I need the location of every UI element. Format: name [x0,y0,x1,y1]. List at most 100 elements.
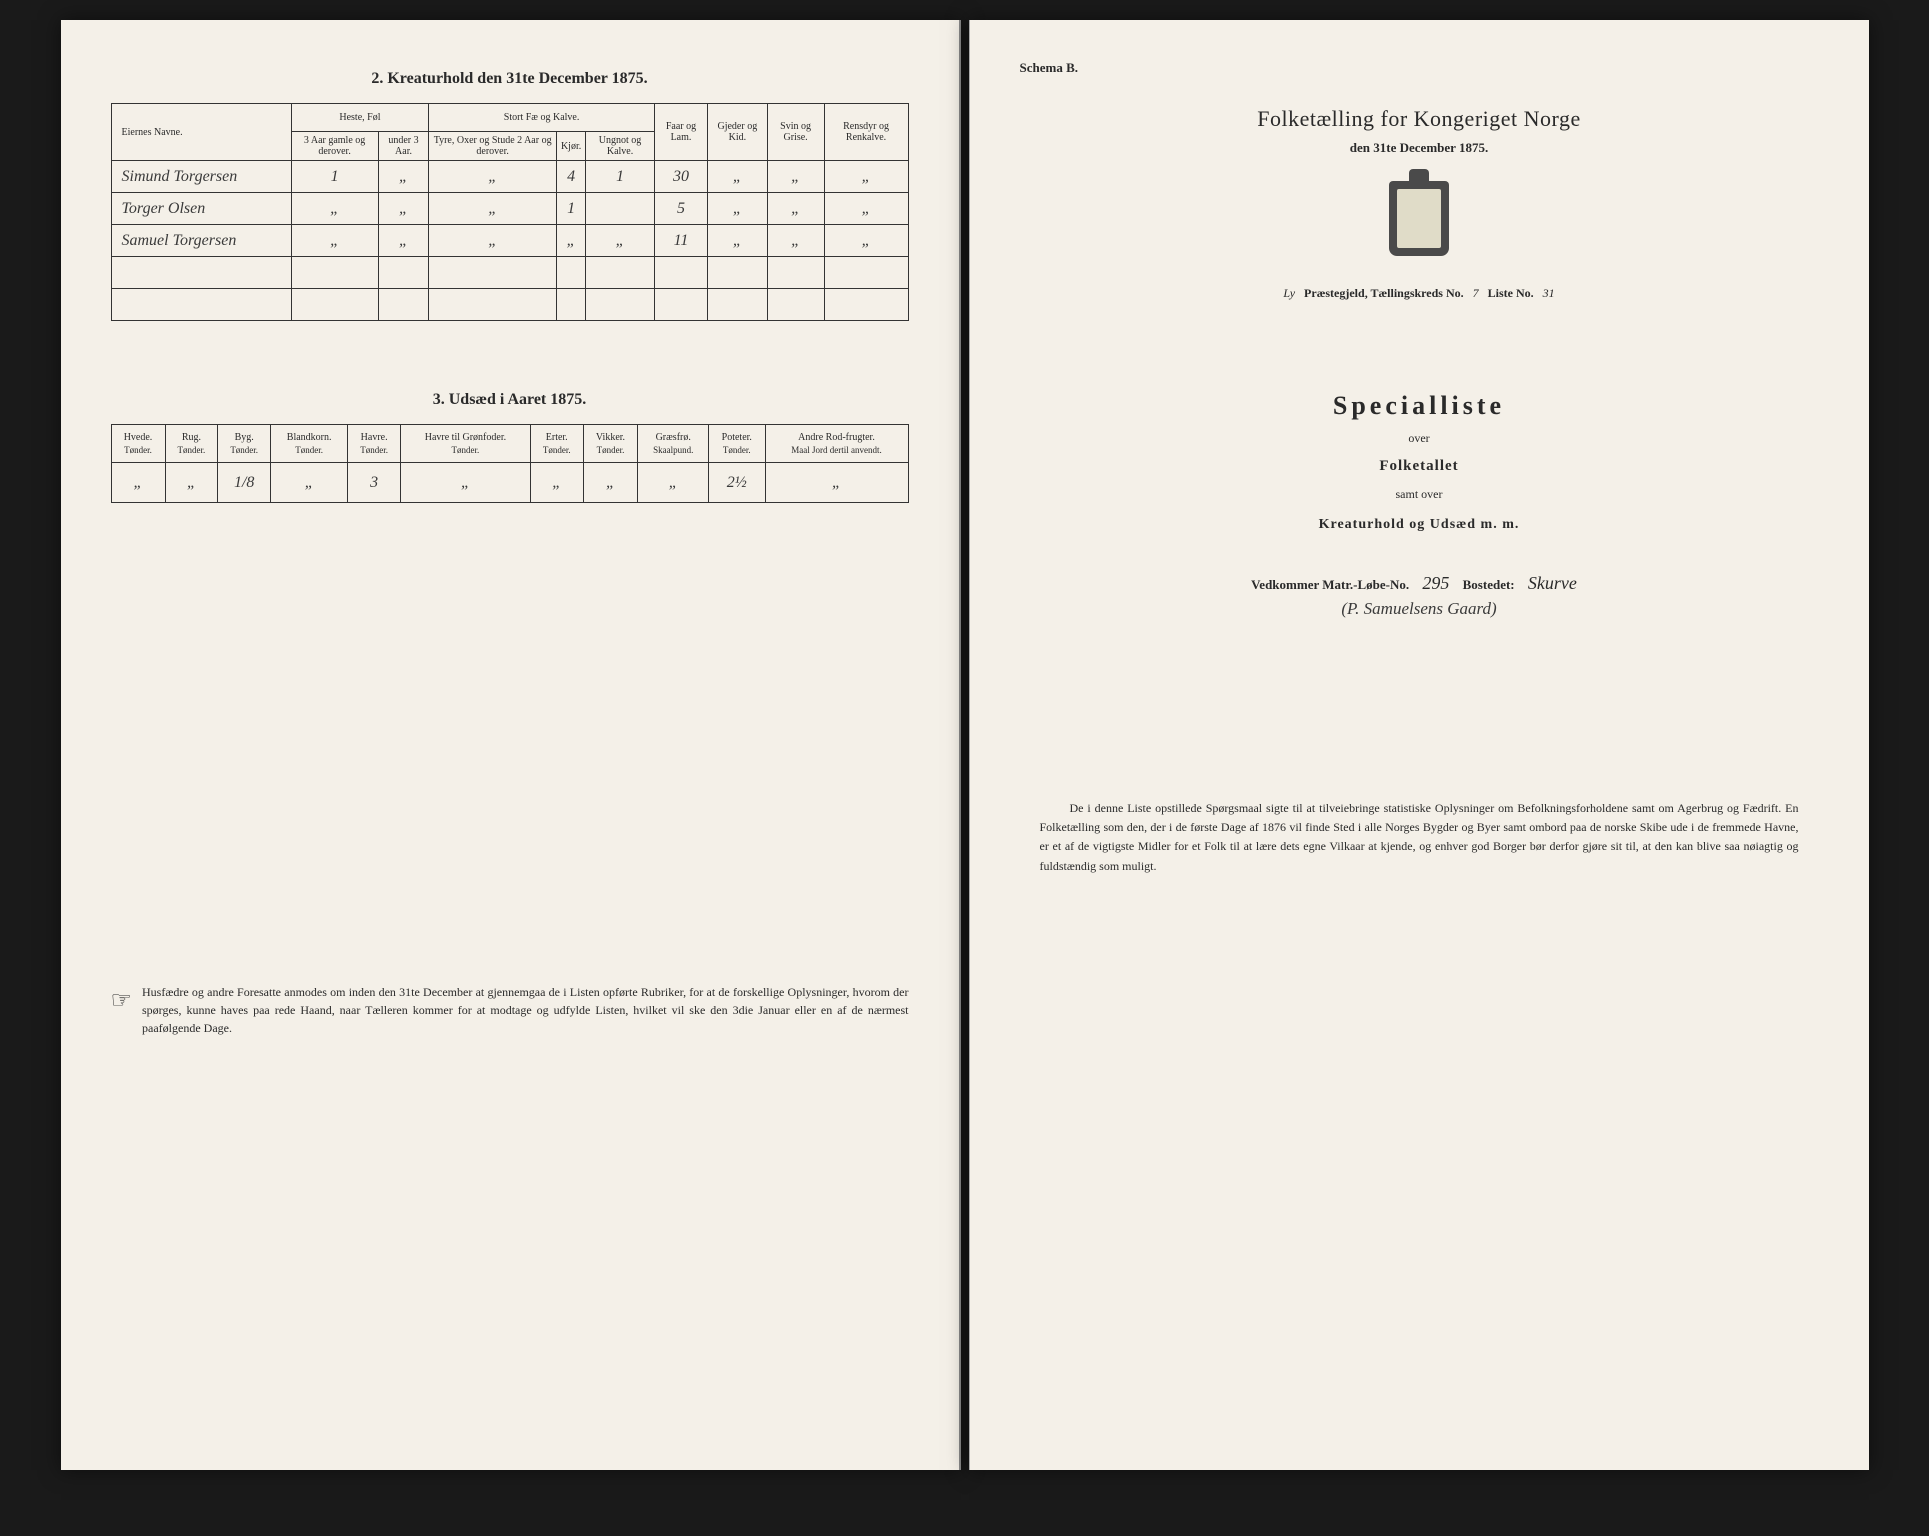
seed-col: Havre.Tønder. [348,425,401,463]
cell [429,289,557,321]
seed-table: Hvede.Tønder.Rug.Tønder.Byg.Tønder.Bland… [111,424,909,503]
cell: 30 [654,161,707,193]
col-goats: Gjeder og Kid. [708,104,767,161]
col-reindeer: Rensdyr og Renkalve. [824,104,908,161]
cell: 1 [556,193,585,225]
cell: 1 [586,161,655,193]
cell: „ [378,193,429,225]
cell: „ [556,225,585,257]
cell [767,289,824,321]
cell: „ [378,225,429,257]
specialliste-title: Specialliste [1020,391,1819,421]
cell [291,289,378,321]
cell: „ [824,161,908,193]
right-footnote: De i denne Liste opstillede Spørgsmaal s… [1020,799,1819,876]
liste-label: Liste No. [1488,286,1537,300]
parish-label: Præstegjeld, Tællingskreds No. [1304,286,1467,300]
cell: „ [767,193,824,225]
cell: „ [271,463,348,503]
bosted-sub: (P. Samuelsens Gaard) [1020,599,1819,619]
cell: Simund Torgersen [111,161,291,193]
seed-col: Erter.Tønder. [530,425,583,463]
table-row [111,257,908,289]
table-row: Samuel Torgersen„„„„„11„„„ [111,225,908,257]
spec-over: over [1020,431,1819,446]
cell [767,257,824,289]
section2-title: 2. Kreaturhold den 31te December 1875. [111,70,909,88]
cell: „ [767,161,824,193]
right-page: Schema B. Folketælling for Kongeriget No… [969,20,1869,1470]
cell [708,257,767,289]
cell: „ [824,225,908,257]
cell: „ [378,161,429,193]
cell: „ [824,193,908,225]
cell [824,289,908,321]
cell [378,289,429,321]
spec-folketallet: Folketallet [1020,458,1819,475]
sub-cows: Kjør. [556,132,585,161]
cell [654,257,707,289]
spec-samt: samt over [1020,487,1819,502]
cell: 11 [654,225,707,257]
cell [111,289,291,321]
table-row: Torger Olsen„„„15„„„ [111,193,908,225]
section3-title: 3. Udsæd i Aaret 1875. [111,391,909,409]
schema-label: Schema B. [1020,60,1819,76]
pointing-hand-icon: ☞ [111,983,133,1037]
liste-number: 31 [1537,286,1561,300]
cell: 1 [291,161,378,193]
cell [429,257,557,289]
sub-bulls: Tyre, Oxer og Stude 2 Aar og derover. [429,132,557,161]
seed-col: Havre til Grønfoder.Tønder. [401,425,531,463]
cell [291,257,378,289]
seed-col: Poteter.Tønder. [709,425,765,463]
cell [708,289,767,321]
cell: „ [765,463,908,503]
seed-col: Vikker.Tønder. [583,425,638,463]
seed-col: Byg.Tønder. [218,425,271,463]
seed-col: Hvede.Tønder. [111,425,165,463]
cell [111,257,291,289]
livestock-table: Eiernes Navne. Heste, Føl Stort Fæ og Ka… [111,103,909,321]
census-title: Folketælling for Kongeriget Norge [1020,106,1819,132]
cell: „ [291,225,378,257]
cell: Torger Olsen [111,193,291,225]
cell: „ [165,463,218,503]
footnote-text: Husfædre og andre Foresatte anmodes om i… [142,983,908,1037]
spec-kreatur: Kreaturhold og Udsæd m. m. [1020,517,1819,533]
cell: „ [767,225,824,257]
kreds-number: 7 [1467,286,1485,300]
seed-col: Andre Rod-frugter.Maal Jord dertil anven… [765,425,908,463]
cell: 4 [556,161,585,193]
cell: 3 [348,463,401,503]
cell: „ [111,463,165,503]
cell [586,257,655,289]
cell [556,289,585,321]
parish-name: Ly [1277,286,1301,300]
left-footnote: ☞ Husfædre og andre Foresatte anmodes om… [111,983,909,1037]
cell [378,257,429,289]
cell: „ [429,161,557,193]
cell: 2½ [709,463,765,503]
bosted-label: Bostedet: [1463,577,1518,592]
cell: „ [586,225,655,257]
col-cattle: Stort Fæ og Kalve. [429,104,655,132]
cell [586,193,655,225]
sub-horse-3yr: 3 Aar gamle og derover. [291,132,378,161]
col-owners: Eiernes Navne. [111,104,291,161]
cell: „ [401,463,531,503]
cell: „ [291,193,378,225]
cell: „ [429,193,557,225]
matr-line: Vedkommer Matr.-Løbe-No. 295 Bostedet: S… [1020,573,1819,594]
cell: 5 [654,193,707,225]
table-row: Simund Torgersen1„„4130„„„ [111,161,908,193]
cell: Samuel Torgersen [111,225,291,257]
cell: „ [708,193,767,225]
col-horses: Heste, Føl [291,104,429,132]
cell: „ [708,161,767,193]
coat-of-arms-icon [1389,181,1449,256]
census-date: den 31te December 1875. [1020,140,1819,156]
col-pigs: Svin og Grise. [767,104,824,161]
cell: „ [583,463,638,503]
sub-calves: Ungnot og Kalve. [586,132,655,161]
